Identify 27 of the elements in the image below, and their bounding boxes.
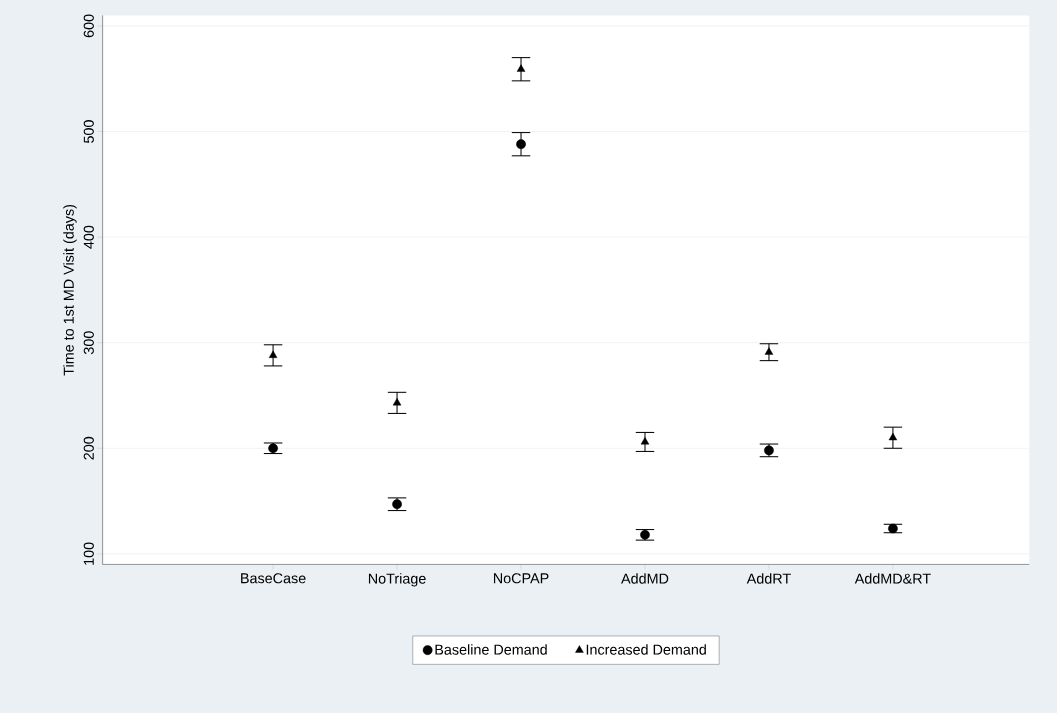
point [888,523,898,534]
point [516,139,526,149]
point [268,350,278,358]
y-tick-label: 300 [83,331,94,355]
point [516,64,526,72]
point [640,437,650,445]
y-tick-label: 500 [83,120,94,143]
x-tick-label: BaseCase [241,573,306,584]
y-tick-label: 100 [83,542,94,565]
y-axis-title: Time to 1st MD Visit (days) [63,204,77,376]
legend-label: Increased Demand [586,644,706,655]
x-tick-label: AddMD [621,573,669,584]
x-tick-label: NoTriage [368,573,426,587]
point [640,529,650,540]
legend-label: Baseline Demand [435,644,547,655]
point [268,443,278,453]
y-tick-label: 600 [83,14,94,38]
x-tick-label: AddRT [746,573,791,584]
point [392,499,402,509]
point [764,445,774,456]
point [392,397,402,406]
x-tick-label: AddMD&RT [854,573,931,584]
point [888,432,898,441]
point [764,347,774,355]
y-tick-label: 400 [83,225,94,249]
x-tick-label: NoCPAP [493,573,549,584]
y-tick-label: 200 [83,436,94,460]
